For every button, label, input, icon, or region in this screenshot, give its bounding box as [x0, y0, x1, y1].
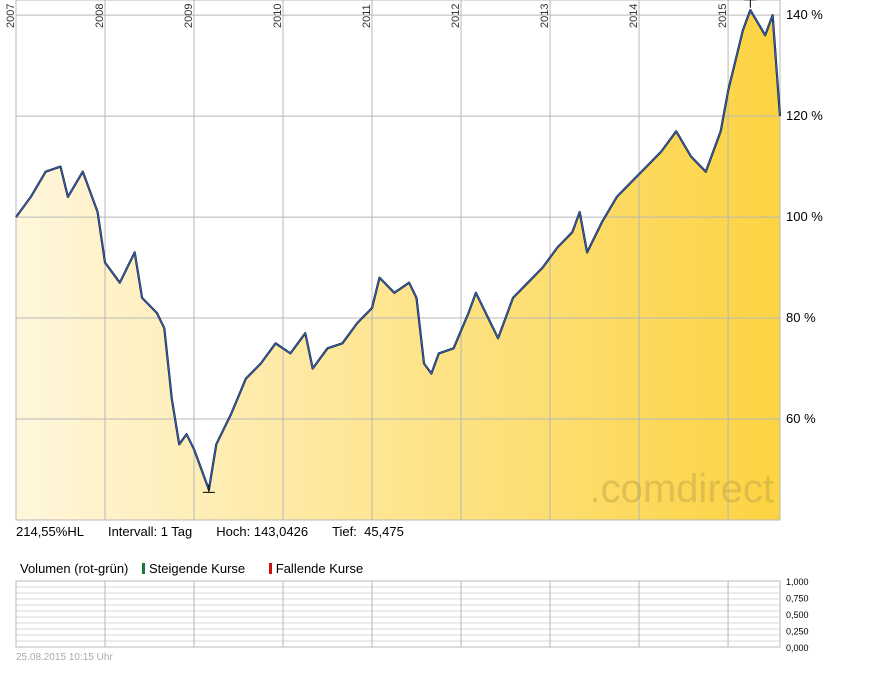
legend-item-falling: Fallende Kurse: [268, 561, 373, 576]
rising-swatch: [142, 563, 146, 574]
x-tick-label: 2008: [94, 4, 106, 28]
falling-swatch: [268, 563, 272, 574]
last-value: 214,55%HL: [16, 524, 84, 539]
x-tick-label: 2012: [450, 4, 462, 28]
x-tick-label: 2010: [272, 4, 284, 28]
y-tick-label: 80 %: [786, 310, 816, 325]
x-tick-label: 2015: [717, 4, 729, 28]
watermark: .comdirect: [590, 467, 775, 511]
timestamp: 25.08.2015 10:15 Uhr: [16, 652, 113, 663]
low-value: Tief: 45,475: [332, 524, 404, 539]
y-tick-label: 120 %: [786, 108, 823, 123]
x-tick-label: 2014: [628, 4, 640, 28]
interval-value: Intervall: 1 Tag: [107, 524, 193, 539]
volume-y-tick-label: 0,750: [786, 594, 809, 604]
volume-frame: [15, 580, 781, 648]
legend-label-rising: Steigende Kurse: [149, 561, 246, 576]
y-tick-label: 60 %: [786, 411, 816, 426]
legend-label-falling: Fallende Kurse: [275, 561, 364, 576]
volume-legend: Volumen (rot-grün) Steigende Kurse Falle…: [20, 561, 383, 576]
legend-item-rising: Steigende Kurse: [142, 561, 255, 576]
x-tick-label: 2013: [539, 4, 551, 28]
x-tick-label: 2007: [5, 4, 17, 28]
price-line: [15, 9, 781, 491]
volume-y-tick-label: 0,000: [786, 643, 809, 653]
volume-y-tick-label: 0,500: [786, 610, 809, 620]
x-tick-label: 2009: [183, 4, 195, 28]
volume-y-tick-label: 0,250: [786, 627, 809, 637]
x-tick-label: 2011: [361, 4, 373, 28]
volume-title: Volumen (rot-grün): [20, 561, 129, 576]
y-tick-label: 140 %: [786, 7, 823, 22]
info-row: 214,55%HL Intervall: 1 Tag Hoch: 143,0426 T…: [16, 524, 428, 539]
y-tick-label: 100 %: [786, 209, 823, 224]
area-fill: [16, 10, 780, 520]
high-value: Hoch: 143,0426: [216, 524, 309, 539]
volume-y-tick-label: 1,000: [786, 577, 809, 587]
